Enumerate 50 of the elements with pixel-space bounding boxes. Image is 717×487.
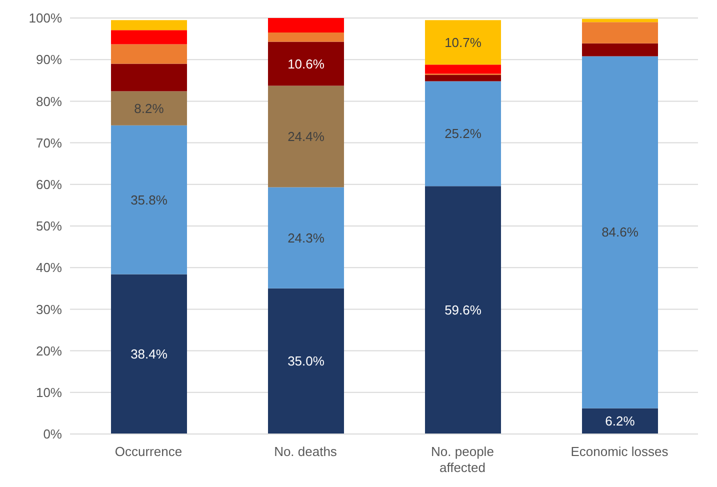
x-tick-label: Occurrence xyxy=(114,444,182,459)
data-label: 24.3% xyxy=(288,230,325,246)
y-tick-label: 50% xyxy=(36,218,62,234)
data-label: 59.6% xyxy=(444,302,482,318)
bar xyxy=(582,408,658,434)
bar xyxy=(582,43,658,56)
bar xyxy=(425,74,501,82)
bar xyxy=(582,56,658,408)
x-tick-label: No. deaths xyxy=(274,444,338,459)
bar xyxy=(111,125,187,274)
y-tick-label: 30% xyxy=(36,302,62,317)
y-tick-label: 10% xyxy=(36,385,62,400)
y-tick-label: 100% xyxy=(28,10,62,26)
data-label: 35.0% xyxy=(288,354,325,369)
bar xyxy=(111,274,187,434)
bar xyxy=(111,44,187,64)
bar xyxy=(111,30,187,44)
data-label: 24.4% xyxy=(288,129,325,144)
bar xyxy=(425,186,501,434)
bar xyxy=(268,187,344,288)
y-tick-label: 90% xyxy=(36,52,62,68)
bar xyxy=(425,64,501,74)
bar xyxy=(582,18,658,22)
y-tick-label: 40% xyxy=(36,260,62,276)
data-label: 10.7% xyxy=(444,34,482,50)
y-tick-label: 60% xyxy=(36,177,62,192)
bar xyxy=(268,42,344,86)
y-tick-label: 0% xyxy=(43,426,62,442)
bar xyxy=(268,86,344,188)
x-tick-label: No. people affected xyxy=(431,444,494,475)
bar xyxy=(425,20,501,65)
bar xyxy=(268,288,344,434)
bar xyxy=(111,91,187,126)
y-tick-label: 80% xyxy=(36,94,62,109)
data-label: 10.6% xyxy=(288,56,325,72)
bar xyxy=(111,20,187,30)
data-label: 35.8% xyxy=(130,192,168,208)
bar xyxy=(268,18,344,33)
bar xyxy=(268,32,344,42)
data-label: 6.2% xyxy=(605,414,636,429)
bar xyxy=(425,81,501,186)
bar xyxy=(111,64,187,92)
y-tick-label: 20% xyxy=(36,343,62,358)
data-label: 8.2% xyxy=(134,100,164,116)
y-tick-label: 70% xyxy=(36,135,62,150)
data-label: 38.4% xyxy=(130,346,168,362)
data-label: 25.2% xyxy=(444,126,482,142)
bar xyxy=(582,22,658,44)
data-label: 84.6% xyxy=(602,224,639,240)
x-tick-label: Economic losses xyxy=(570,444,669,459)
